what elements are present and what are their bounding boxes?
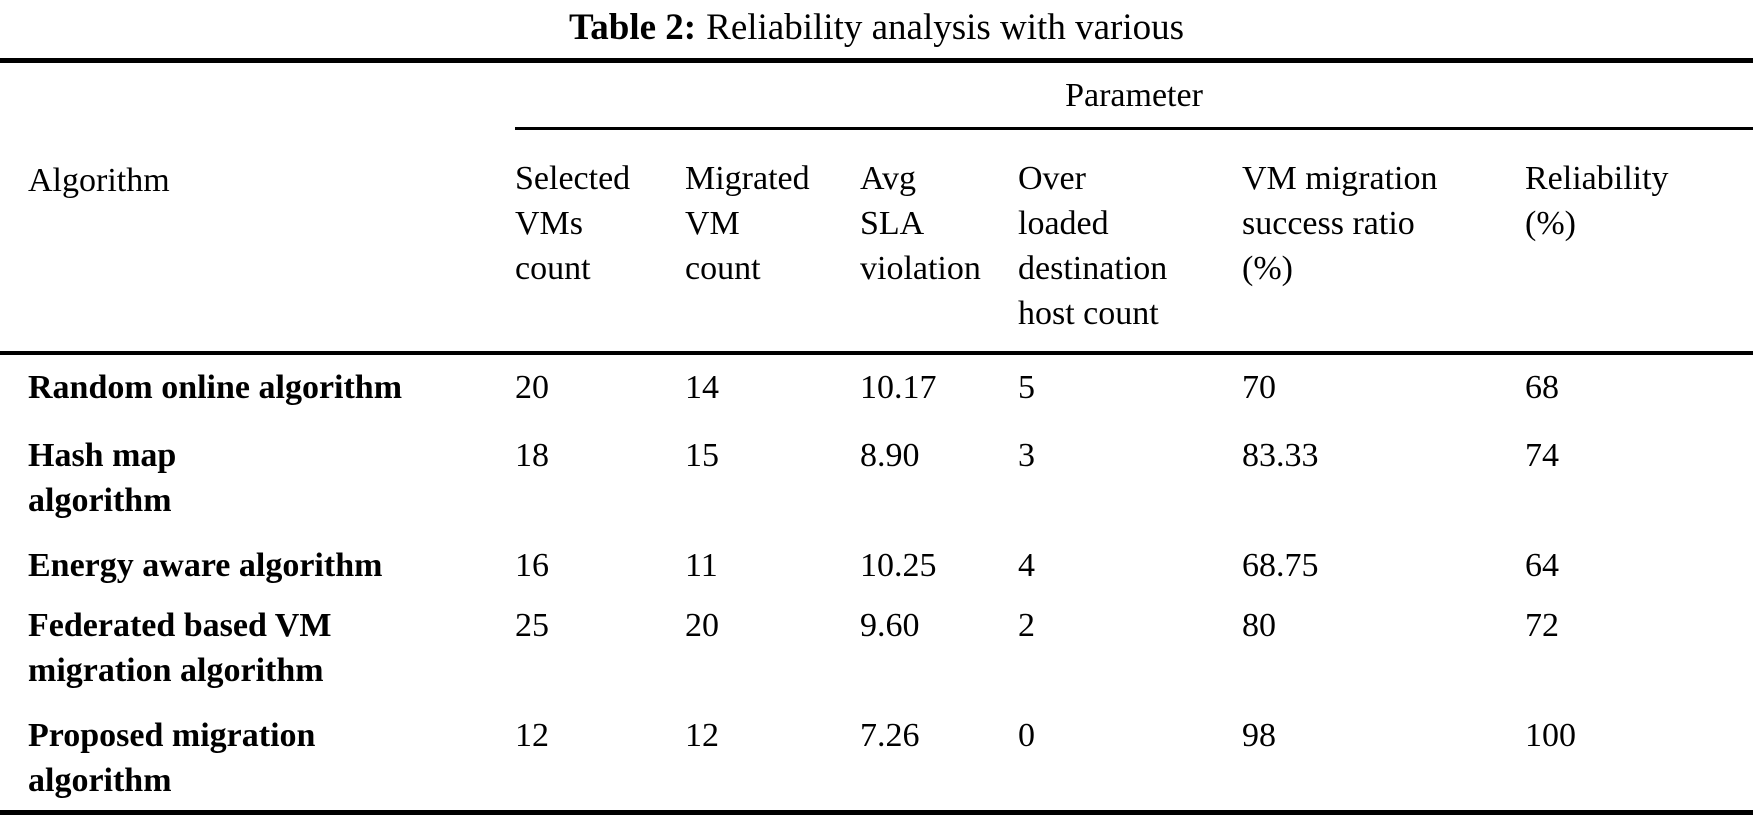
cell-overloaded-hosts: 2 [1018,607,1035,644]
row-label-energy-aware: Energy aware algorithm [28,547,383,584]
cell-reliability: 72 [1525,607,1559,644]
table-caption-label: Table 2: [569,7,697,48]
col-header-avg-sla: Avg SLA violation [860,130,1018,355]
table-caption-text: Reliability analysis with various [706,7,1184,48]
group-header-parameter: Parameter [515,63,1753,130]
col-header-selected-vms: Selected VMs count [515,130,685,355]
cell-overloaded-hosts: 0 [1018,717,1035,754]
cell-avg-sla: 10.25 [860,547,937,584]
col-header-algorithm: Algorithm [0,63,515,355]
cell-migrated-vms: 11 [685,547,718,584]
cell-selected-vms: 20 [515,369,549,406]
cell-selected-vms: 25 [515,607,549,644]
col-header-migrated-vms: Migrated VM count [685,130,860,355]
cell-avg-sla: 8.90 [860,437,920,474]
cell-avg-sla: 9.60 [860,607,920,644]
cell-migrated-vms: 15 [685,437,719,474]
row-label-hash-map: Hash map algorithm [28,437,177,519]
table-caption: Table 2: Reliability analysis with variou… [0,0,1753,58]
cell-avg-sla: 7.26 [860,717,920,754]
row-label-random-online: Random online algorithm [28,369,403,406]
cell-selected-vms: 12 [515,717,549,754]
cell-overloaded-hosts: 4 [1018,547,1035,584]
col-header-overloaded-hosts: Over loaded destination host count [1018,130,1242,355]
cell-selected-vms: 16 [515,547,549,584]
col-header-reliability: Reliability (%) [1525,130,1753,355]
cell-migrated-vms: 12 [685,717,719,754]
cell-success-ratio: 80 [1242,607,1276,644]
cell-selected-vms: 18 [515,437,549,474]
cell-reliability: 100 [1525,717,1576,754]
cell-overloaded-hosts: 3 [1018,437,1035,474]
cell-migrated-vms: 14 [685,369,719,406]
cell-success-ratio: 70 [1242,369,1276,406]
cell-avg-sla: 10.17 [860,369,937,406]
cell-overloaded-hosts: 5 [1018,369,1035,406]
col-header-success-ratio: VM migration success ratio (%) [1242,130,1525,355]
cell-reliability: 64 [1525,547,1559,584]
cell-reliability: 68 [1525,369,1559,406]
row-label-federated-vm: Federated based VM migration algorithm [28,607,332,689]
cell-reliability: 74 [1525,437,1559,474]
cell-migrated-vms: 20 [685,607,719,644]
reliability-table: Algorithm Parameter Selected VMs count M… [0,58,1753,815]
cell-success-ratio: 68.75 [1242,547,1319,584]
cell-success-ratio: 98 [1242,717,1276,754]
cell-success-ratio: 83.33 [1242,437,1319,474]
row-label-proposed-migration: Proposed migration algorithm [28,717,316,799]
